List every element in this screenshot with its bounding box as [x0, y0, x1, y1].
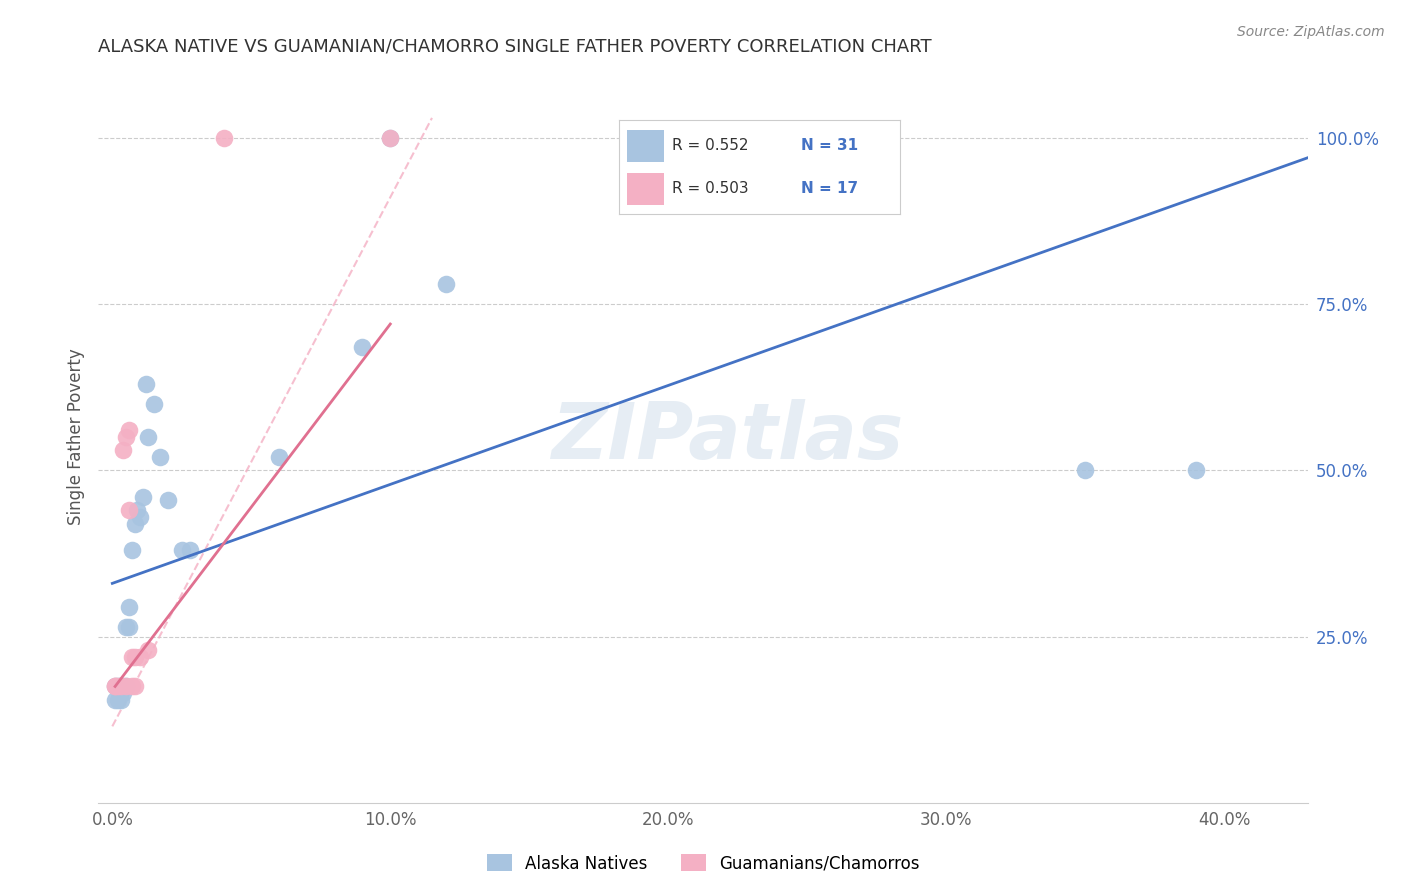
- Point: [138, 430, 160, 444]
- Point: [118, 599, 141, 614]
- Point: [107, 680, 129, 694]
- Point: [124, 516, 146, 531]
- Point: [132, 490, 155, 504]
- Point: [110, 680, 132, 694]
- Point: [156, 493, 179, 508]
- Point: [112, 680, 135, 694]
- Text: N = 31: N = 31: [801, 138, 859, 153]
- Point: [129, 509, 152, 524]
- Point: [380, 131, 402, 145]
- Point: [127, 503, 149, 517]
- Point: [352, 340, 374, 354]
- Y-axis label: Single Father Poverty: Single Father Poverty: [66, 349, 84, 525]
- FancyBboxPatch shape: [627, 129, 664, 161]
- Point: [212, 131, 235, 145]
- Point: [143, 397, 166, 411]
- Point: [104, 680, 127, 694]
- FancyBboxPatch shape: [627, 173, 664, 205]
- Point: [118, 619, 141, 633]
- Point: [434, 277, 457, 292]
- Point: [121, 649, 143, 664]
- Point: [170, 543, 193, 558]
- Point: [110, 692, 132, 706]
- Point: [104, 680, 127, 694]
- Point: [135, 376, 157, 391]
- Point: [115, 680, 138, 694]
- Point: [110, 680, 132, 694]
- Point: [104, 692, 127, 706]
- Point: [115, 680, 138, 694]
- Text: Source: ZipAtlas.com: Source: ZipAtlas.com: [1237, 25, 1385, 39]
- Text: ZIPatlas: ZIPatlas: [551, 399, 903, 475]
- Point: [121, 680, 143, 694]
- Text: ALASKA NATIVE VS GUAMANIAN/CHAMORRO SINGLE FATHER POVERTY CORRELATION CHART: ALASKA NATIVE VS GUAMANIAN/CHAMORRO SING…: [98, 38, 932, 56]
- Point: [121, 543, 143, 558]
- Point: [104, 680, 127, 694]
- Point: [107, 692, 129, 706]
- Point: [1185, 463, 1208, 477]
- Text: R = 0.552: R = 0.552: [672, 138, 748, 153]
- Point: [129, 649, 152, 664]
- Point: [110, 680, 132, 694]
- Legend: Alaska Natives, Guamanians/Chamorros: Alaska Natives, Guamanians/Chamorros: [479, 847, 927, 880]
- Text: N = 17: N = 17: [801, 181, 859, 196]
- Point: [107, 680, 129, 694]
- Point: [1074, 463, 1097, 477]
- Point: [148, 450, 170, 464]
- Point: [179, 543, 201, 558]
- Point: [124, 680, 146, 694]
- Point: [138, 643, 160, 657]
- Point: [118, 503, 141, 517]
- Point: [118, 424, 141, 438]
- Text: R = 0.503: R = 0.503: [672, 181, 748, 196]
- Point: [380, 131, 402, 145]
- Point: [115, 430, 138, 444]
- Point: [124, 649, 146, 664]
- Point: [112, 443, 135, 458]
- Point: [269, 450, 291, 464]
- Point: [112, 686, 135, 700]
- Point: [115, 619, 138, 633]
